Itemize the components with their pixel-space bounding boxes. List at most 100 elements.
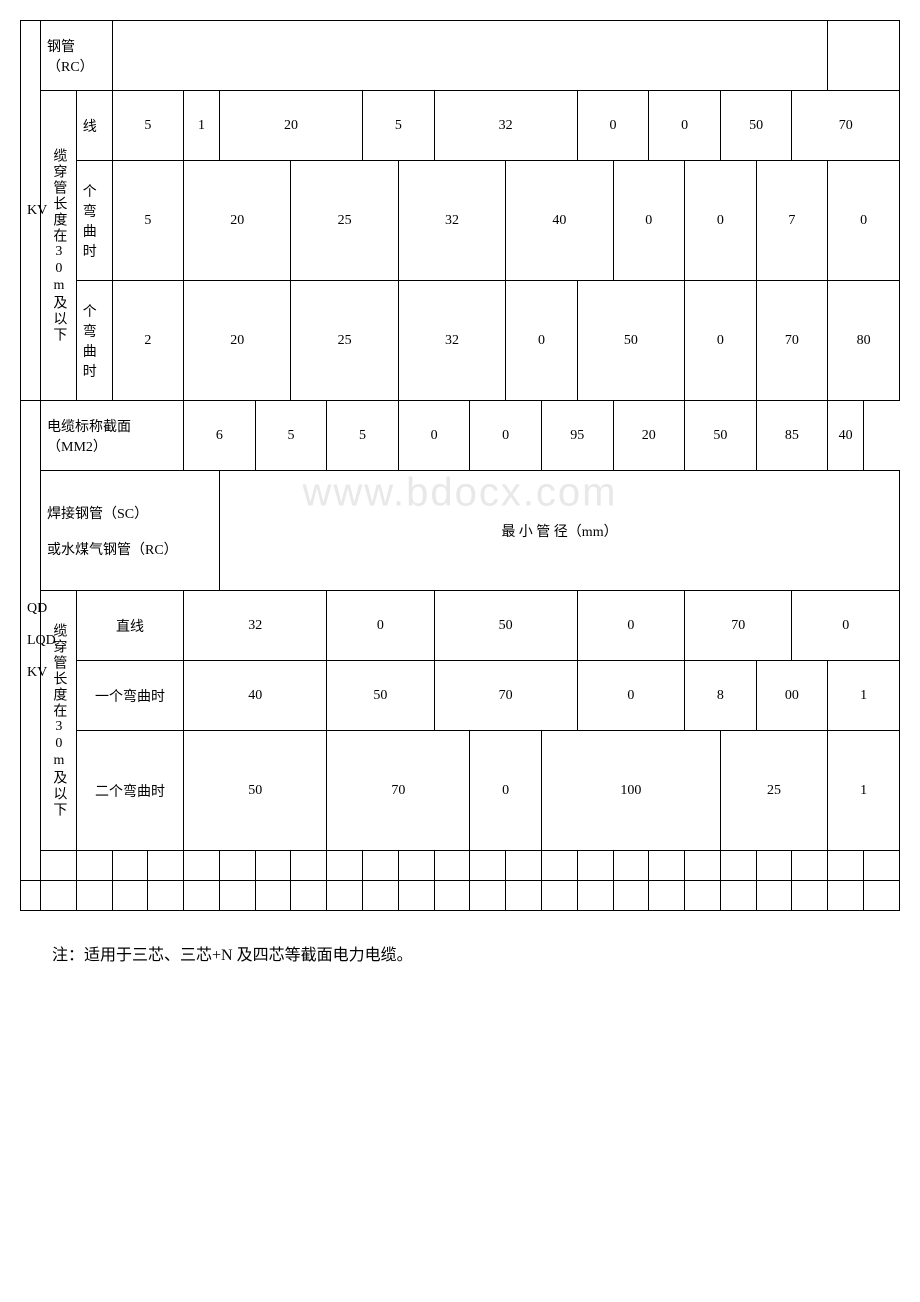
cs-v4: 0 bbox=[470, 401, 542, 471]
s2r2-v5: 00 bbox=[756, 661, 828, 731]
s2r2-v1: 50 bbox=[327, 661, 434, 731]
empty-cell bbox=[756, 851, 792, 881]
section1-left: KV bbox=[21, 21, 41, 401]
r1-v7: 50 bbox=[720, 91, 792, 161]
cs-v3: 0 bbox=[398, 401, 470, 471]
empty-cell bbox=[541, 851, 577, 881]
empty-cell bbox=[541, 881, 577, 911]
r3-v8: 80 bbox=[828, 281, 900, 401]
empty-cell bbox=[76, 851, 112, 881]
r3-v2: 25 bbox=[291, 281, 398, 401]
r3-v6: 0 bbox=[685, 281, 757, 401]
empty-cell bbox=[255, 851, 291, 881]
empty-cell bbox=[363, 881, 399, 911]
empty-cell bbox=[756, 881, 792, 911]
s2r2-label: 一个弯曲时 bbox=[76, 661, 183, 731]
s2r1-label: 直线 bbox=[76, 591, 183, 661]
empty-cell bbox=[363, 851, 399, 881]
empty-cell bbox=[398, 881, 434, 911]
empty-cell bbox=[434, 881, 470, 911]
empty-cell bbox=[41, 881, 77, 911]
cross-section-label: 电缆标称截面（MM2） bbox=[41, 401, 184, 471]
kv-label: KV bbox=[27, 203, 47, 218]
empty-cell bbox=[613, 851, 649, 881]
empty-cell bbox=[792, 881, 828, 911]
empty-cell bbox=[112, 881, 148, 911]
pipe-label: 钢管（RC） bbox=[41, 21, 113, 91]
s2r3-v3: 100 bbox=[541, 731, 720, 851]
s2r1-v2: 50 bbox=[434, 591, 577, 661]
r3-v1: 20 bbox=[184, 281, 291, 401]
s2r2-v3: 0 bbox=[577, 661, 684, 731]
r1-v4: 32 bbox=[434, 91, 577, 161]
empty-cell bbox=[291, 881, 327, 911]
empty-cell bbox=[434, 851, 470, 881]
r3-v0: 2 bbox=[112, 281, 184, 401]
kv2-label: KV bbox=[27, 665, 34, 681]
qd-label: QD bbox=[27, 601, 34, 617]
empty-cell bbox=[327, 881, 363, 911]
r1-v8: 70 bbox=[792, 91, 900, 161]
empty-cell bbox=[219, 851, 255, 881]
s2r3-v5: 1 bbox=[828, 731, 900, 851]
r3-v3: 32 bbox=[398, 281, 505, 401]
r3-v4: 0 bbox=[506, 281, 578, 401]
empty-cell bbox=[685, 851, 721, 881]
cs-v7: 50 bbox=[685, 401, 757, 471]
r2-v4: 40 bbox=[506, 161, 613, 281]
empty-cell bbox=[148, 881, 184, 911]
s2r1-v5: 0 bbox=[792, 591, 900, 661]
r2-v2: 25 bbox=[291, 161, 398, 281]
r1-v3: 5 bbox=[363, 91, 435, 161]
empty-cell bbox=[720, 851, 756, 881]
s2r3-label: 二个弯曲时 bbox=[76, 731, 183, 851]
r2-v1: 20 bbox=[184, 161, 291, 281]
empty-cell bbox=[577, 851, 613, 881]
cs-v2: 5 bbox=[327, 401, 399, 471]
empty-cell bbox=[148, 851, 184, 881]
r2-v8: 0 bbox=[828, 161, 900, 281]
min-diameter-label: 最 小 管 径（mm） bbox=[219, 471, 899, 591]
s2r1-v3: 0 bbox=[577, 591, 684, 661]
r1-v2: 20 bbox=[219, 91, 362, 161]
cs-v5: 95 bbox=[541, 401, 613, 471]
s2r3-v4: 25 bbox=[720, 731, 827, 851]
empty-cell bbox=[649, 881, 685, 911]
cs-v6: 20 bbox=[613, 401, 685, 471]
s2r3-v0: 50 bbox=[184, 731, 327, 851]
empty-cell bbox=[863, 881, 899, 911]
empty-header bbox=[112, 21, 828, 91]
cs-v0: 6 bbox=[184, 401, 256, 471]
s2r1-v0: 32 bbox=[184, 591, 327, 661]
r1-v5: 0 bbox=[577, 91, 649, 161]
pipe-label-2: 焊接钢管（SC） 或水煤气钢管（RC） bbox=[41, 471, 220, 591]
empty-cell bbox=[613, 881, 649, 911]
r2-v5: 0 bbox=[613, 161, 685, 281]
empty-cell bbox=[720, 881, 756, 911]
s2r1-v4: 70 bbox=[685, 591, 792, 661]
cs-v8: 85 bbox=[756, 401, 828, 471]
cs-v9: 40 bbox=[828, 401, 864, 471]
r3-v7: 70 bbox=[756, 281, 828, 401]
empty-cell bbox=[398, 851, 434, 881]
empty-cell bbox=[255, 881, 291, 911]
r2-v3: 32 bbox=[398, 161, 505, 281]
empty-cell bbox=[470, 851, 506, 881]
empty-cell bbox=[327, 851, 363, 881]
note-text: 注：适用于三芯、三芯+N 及四芯等截面电力电缆。 bbox=[20, 941, 900, 965]
r2-v6: 0 bbox=[685, 161, 757, 281]
empty-cell bbox=[506, 851, 542, 881]
document-page: www.bdocx.com KV 钢管（RC） 缆穿管长度在30m及以下 线 5… bbox=[20, 20, 900, 965]
s2r3-v1: 70 bbox=[327, 731, 470, 851]
empty-cell bbox=[506, 881, 542, 911]
s2r2-v4: 8 bbox=[685, 661, 757, 731]
r3-v5: 50 bbox=[577, 281, 684, 401]
empty-header-end bbox=[828, 21, 900, 91]
row3-label: 个弯曲时 bbox=[76, 281, 112, 401]
r1-v0: 5 bbox=[112, 91, 184, 161]
empty-cell bbox=[470, 881, 506, 911]
lqd-label: LQD bbox=[27, 633, 34, 649]
row2-label: 个弯曲时 bbox=[76, 161, 112, 281]
row1-label: 线 bbox=[76, 91, 112, 161]
r1-v6: 0 bbox=[649, 91, 721, 161]
